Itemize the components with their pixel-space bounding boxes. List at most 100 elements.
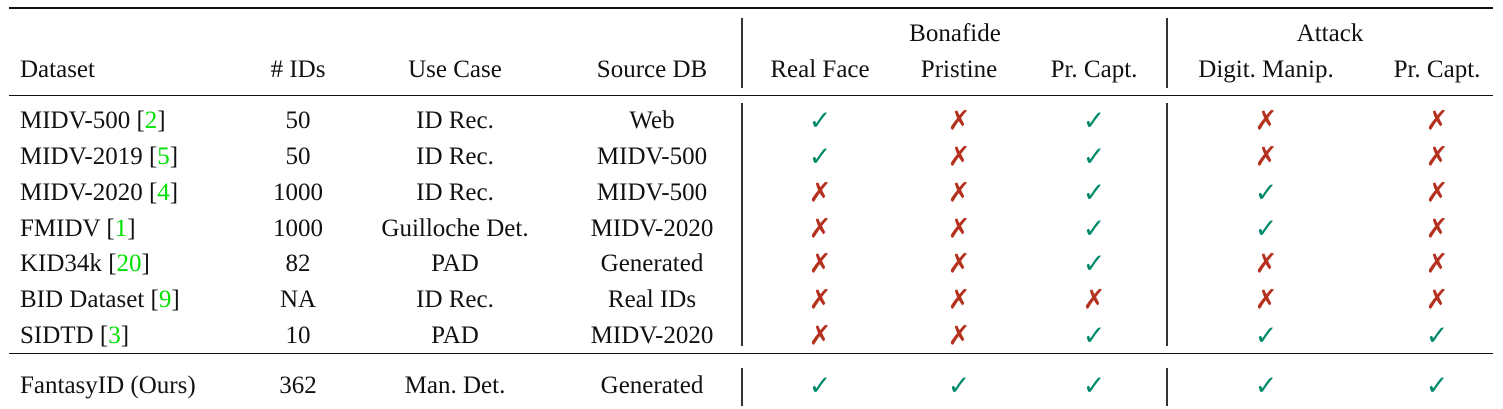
divider-attack [1166,18,1168,88]
cross-icon: ✗ [808,320,832,351]
dataset-label: MIDV-2020 [20,179,143,206]
dataset-name: MIDV-500 [2] [20,107,166,134]
divider-attack-ours [1166,368,1168,406]
header-attack-pr-capt: Pr. Capt. [1393,56,1481,83]
cross-icon: ✗ [1425,213,1449,244]
ids-cell: 1000 [273,215,323,242]
top-rule [9,7,1493,9]
check-icon: ✓ [1082,370,1106,401]
dataset-label: MIDV-2019 [20,143,143,170]
header-dataset: Dataset [20,56,95,83]
ids-cell: 50 [285,143,311,170]
header-bonafide-pr-capt: Pr. Capt. [1050,56,1138,83]
cross-icon: ✗ [808,284,832,315]
check-icon: ✓ [1254,213,1278,244]
cross-icon: ✗ [1254,284,1278,315]
use-case-cell: ID Rec. [416,286,494,313]
check-icon: ✓ [808,370,832,401]
use-case-cell: ID Rec. [416,143,494,170]
cross-icon: ✗ [1425,248,1449,279]
header-real-face: Real Face [770,56,870,83]
dataset-label: FMIDV [20,215,101,242]
divider-bonafide-ours [741,368,743,406]
dataset-label: KID34k [20,250,102,277]
check-icon: ✓ [1082,105,1106,136]
check-icon: ✓ [1425,320,1449,351]
cross-icon: ✗ [947,105,971,136]
ids-cell: NA [279,286,317,313]
cross-icon: ✗ [947,248,971,279]
ids-cell: 362 [279,372,317,399]
ours-rule [9,353,1493,355]
source-db-cell: MIDV-500 [596,143,708,170]
cross-icon: ✗ [947,284,971,315]
citation-link[interactable]: 4 [157,179,170,206]
citation-link[interactable]: 9 [158,286,172,313]
dataset-name: BID Dataset [9] [20,286,180,313]
check-icon: ✓ [1254,177,1278,208]
check-icon: ✓ [808,105,832,136]
cross-icon: ✗ [1425,141,1449,172]
dataset-name: FMIDV [1] [20,215,136,242]
dataset-name: MIDV-2019 [5] [20,143,179,170]
source-db-cell: MIDV-500 [596,179,708,206]
check-icon: ✓ [1082,248,1106,279]
dataset-label: FantasyID (Ours) [20,372,196,399]
cross-icon: ✗ [947,177,971,208]
ids-cell: 82 [285,250,311,277]
use-case-cell: Guilloche Det. [381,215,529,242]
cross-icon: ✗ [947,213,971,244]
divider-attack-body [1166,103,1168,346]
source-db-cell: Real IDs [607,286,697,313]
group-attack: Attack [1296,20,1364,47]
ids-cell: 1000 [273,179,323,206]
header-ids: # IDs [270,56,326,83]
check-icon: ✓ [808,141,832,172]
use-case-cell: ID Rec. [416,179,494,206]
citation-link[interactable]: 20 [116,250,142,277]
header-pristine: Pristine [920,56,998,83]
dataset-name: FantasyID (Ours) [20,372,196,400]
dataset-label: BID Dataset [20,286,145,313]
dataset-label: MIDV-500 [20,107,131,134]
use-case-cell: ID Rec. [416,107,494,134]
divider-bonafide-body [741,103,743,346]
check-icon: ✓ [947,370,971,401]
source-db-cell: Generated [600,372,704,399]
cross-icon: ✗ [808,248,832,279]
check-icon: ✓ [1082,141,1106,172]
cross-icon: ✗ [1254,248,1278,279]
dataset-name: SIDTD [3] [20,322,130,349]
check-icon: ✓ [1082,177,1106,208]
dataset-label: SIDTD [20,322,94,349]
use-case-cell: PAD [431,250,479,277]
dataset-name: MIDV-2020 [4] [20,179,179,206]
use-case-cell: Man. Det. [404,372,506,399]
divider-bonafide [741,18,743,88]
cross-icon: ✗ [1425,177,1449,208]
source-db-cell: Generated [600,250,704,277]
cross-icon: ✗ [1082,284,1106,315]
cross-icon: ✗ [808,177,832,208]
source-db-cell: MIDV-2020 [590,322,714,349]
cross-icon: ✗ [1425,105,1449,136]
citation-link[interactable]: 5 [157,143,170,170]
cross-icon: ✗ [1254,141,1278,172]
citation-link[interactable]: 2 [144,107,158,134]
check-icon: ✓ [1425,370,1449,401]
cross-icon: ✗ [1425,284,1449,315]
cross-icon: ✗ [947,320,971,351]
header-source-db: Source DB [596,56,708,83]
group-bonafide: Bonafide [909,20,1001,47]
citation-link[interactable]: 3 [108,322,121,349]
citation-link[interactable]: 1 [114,215,128,242]
header-rule [9,95,1493,97]
source-db-cell: MIDV-2020 [590,215,714,242]
ids-cell: 50 [285,107,311,134]
header-digit-manip: Digit. Manip. [1198,56,1334,83]
header-use-case: Use Case [408,56,502,83]
check-icon: ✓ [1082,320,1106,351]
dataset-name: KID34k [20] [20,250,150,277]
cross-icon: ✗ [1254,105,1278,136]
check-icon: ✓ [1254,320,1278,351]
